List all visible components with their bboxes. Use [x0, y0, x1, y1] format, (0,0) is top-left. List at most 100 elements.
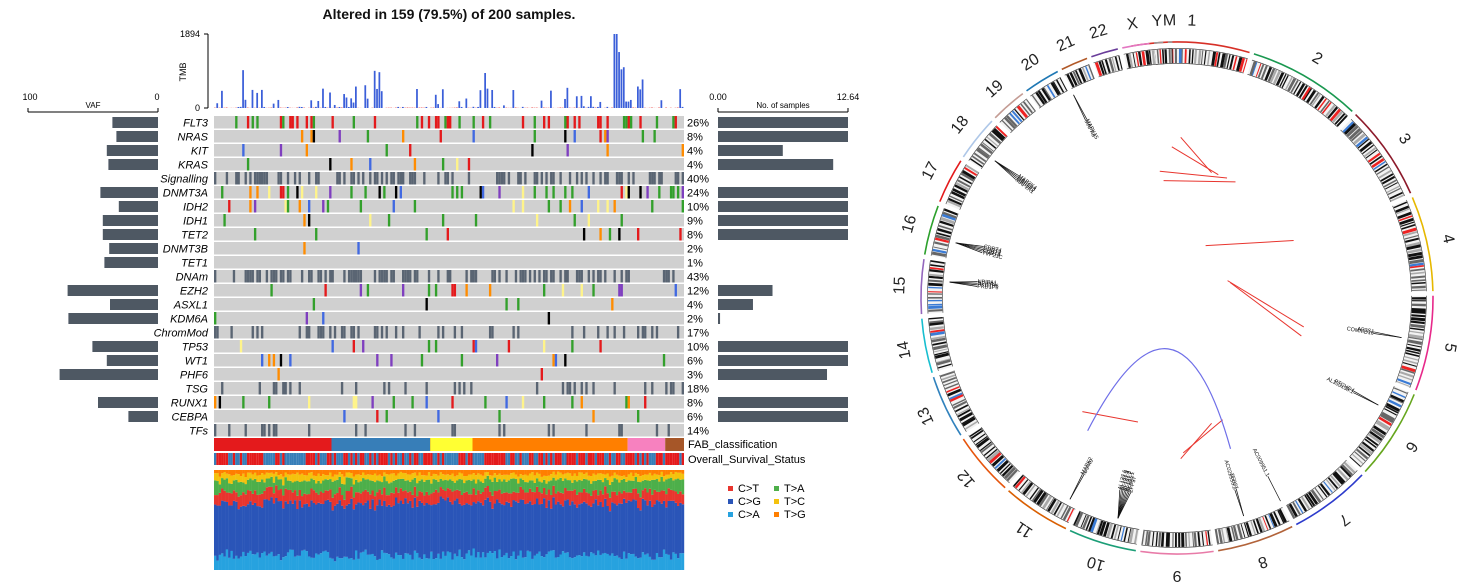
- spectrum-segment: [402, 558, 405, 570]
- spectrum-segment: [540, 470, 544, 477]
- spectrum-segment: [568, 490, 572, 506]
- chromosome-outer-arc: [1415, 295, 1434, 391]
- mutation-cell: [465, 284, 468, 297]
- mutation-cell: [272, 354, 276, 367]
- spectrum-segment: [519, 470, 523, 475]
- legend-label: T>G: [784, 509, 806, 521]
- chromosome-outer-arc: [1355, 113, 1412, 194]
- tmb-bar: [416, 88, 418, 108]
- spectrum-segment: [676, 505, 680, 559]
- cytoband: [991, 455, 1005, 467]
- spectrum-segment: [340, 470, 344, 475]
- mutation-cell: [451, 396, 454, 409]
- ideogram-border: [1098, 69, 1123, 78]
- spectrum-segment: [606, 480, 609, 494]
- spectrum-segment: [286, 503, 290, 553]
- tmb-bar: [669, 107, 672, 108]
- survival-cell: [369, 453, 372, 465]
- mutation-cell: [545, 186, 548, 199]
- spectrum-segment: [538, 470, 541, 474]
- spectrum-segment: [397, 503, 400, 556]
- group-cell: [533, 172, 536, 185]
- spectrum-segment: [446, 480, 450, 489]
- spectrum-segment: [409, 554, 412, 570]
- spectrum-segment: [404, 470, 407, 474]
- ideogram-border: [999, 98, 1027, 123]
- ideogram-border: [1030, 76, 1061, 97]
- spectrum-segment: [575, 507, 579, 556]
- spectrum-segment: [322, 504, 325, 552]
- survival-cell: [216, 453, 219, 465]
- tmb-bar: [355, 86, 357, 108]
- ideogram-border: [1247, 74, 1338, 128]
- gene-label: CEBPA: [172, 412, 208, 424]
- group-cell: [244, 270, 247, 283]
- cytoband: [1295, 500, 1304, 514]
- survival-cell: [423, 453, 426, 465]
- spectrum-segment: [566, 480, 570, 491]
- spectrum-segment: [533, 555, 537, 570]
- cytoband: [1078, 68, 1087, 83]
- group-cell: [246, 270, 250, 283]
- chromosome-label: 1: [1187, 12, 1197, 29]
- spectrum-segment: [613, 472, 617, 479]
- spectrum-segment: [488, 475, 492, 480]
- cytoband: [994, 458, 1007, 469]
- group-cell: [676, 172, 680, 185]
- survival-cell: [439, 453, 442, 465]
- cytoband: [1056, 503, 1065, 517]
- spectrum-segment: [298, 555, 302, 570]
- survival-cell: [662, 453, 666, 465]
- spectrum-segment: [660, 470, 664, 472]
- samples-axis-label: No. of samples: [756, 101, 809, 110]
- cytoband: [1384, 408, 1397, 416]
- spectrum-segment: [228, 474, 231, 484]
- spectrum-segment: [507, 502, 511, 559]
- spectrum-segment: [298, 474, 302, 482]
- spectrum-segment: [540, 493, 544, 504]
- vaf-bar: [118, 201, 158, 212]
- survival-cell: [488, 453, 492, 465]
- spectrum-segment: [573, 473, 577, 481]
- spectrum-segment: [535, 498, 539, 554]
- spectrum-segment: [578, 470, 581, 473]
- group-cell: [244, 424, 247, 437]
- spectrum-segment: [371, 499, 374, 554]
- mutation-cell: [434, 284, 438, 297]
- spectrum-segment: [235, 473, 238, 480]
- mutation-cell: [521, 186, 525, 199]
- group-cell: [580, 382, 583, 395]
- spectrum-segment: [268, 478, 271, 487]
- mutation-cell: [451, 284, 454, 297]
- samples-left-label: 0.00: [709, 92, 727, 102]
- mutation-cell: [383, 186, 386, 199]
- spectrum-segment: [669, 472, 673, 478]
- spectrum-segment: [477, 473, 480, 480]
- spectrum-segment: [249, 501, 252, 551]
- spectrum-segment: [225, 470, 229, 474]
- gene-label: COMMD10: [1346, 326, 1374, 337]
- spectrum-segment: [679, 479, 682, 492]
- spectrum-segment: [317, 494, 320, 503]
- mutation-cell: [564, 130, 567, 143]
- tmb-bar: [545, 107, 548, 108]
- gene-label: Signalling: [160, 174, 209, 186]
- spectrum-segment: [270, 486, 273, 498]
- group-cell: [369, 172, 372, 185]
- spectrum-segment: [512, 500, 515, 552]
- cytoband: [1358, 446, 1371, 457]
- tmb-bar: [477, 106, 479, 108]
- spectrum-segment: [350, 498, 353, 559]
- cytoband: [1325, 104, 1336, 117]
- spectrum-segment: [608, 555, 612, 570]
- fab-segment: [665, 438, 684, 451]
- spectrum-segment: [488, 470, 492, 476]
- chromosome-outer-arc: [1295, 474, 1363, 526]
- gene-label: DNMT3B: [163, 244, 208, 256]
- gene-leader-line: [1373, 333, 1402, 338]
- spectrum-segment: [437, 475, 440, 482]
- spectrum-segment: [662, 476, 666, 482]
- spectrum-segment: [232, 500, 236, 559]
- spectrum-segment: [437, 502, 440, 554]
- cytoband: [1013, 474, 1024, 487]
